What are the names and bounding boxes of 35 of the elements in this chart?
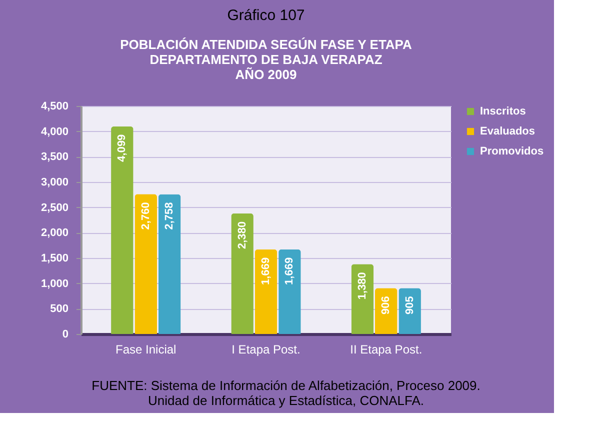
bar bbox=[134, 194, 158, 334]
data-label: 1,380 bbox=[356, 272, 368, 300]
bar bbox=[351, 264, 374, 334]
data-label: 2,758 bbox=[164, 202, 176, 230]
y-tick-label: 1,500 bbox=[40, 252, 68, 264]
y-tick-label: 0 bbox=[62, 328, 68, 340]
bar bbox=[254, 249, 278, 334]
data-label: 2,380 bbox=[236, 221, 248, 249]
chart-title: Gráfico 107 bbox=[227, 7, 305, 24]
y-tick-label: 3,000 bbox=[40, 176, 68, 188]
data-label: 1,669 bbox=[260, 257, 272, 285]
data-label: 905 bbox=[404, 296, 416, 315]
chart-subtitle: POBLACIÓN ATENDIDA SEGÚN FASE Y ETAPA DEPARTAMENTO DE BAJA VERAPAZ AÑO 2009 bbox=[120, 37, 413, 82]
x-tick-label: II Etapa Post. bbox=[350, 342, 422, 356]
y-tick-label: 4,000 bbox=[40, 126, 68, 138]
legend-label: Promovidos bbox=[480, 146, 544, 158]
y-tick-label: 500 bbox=[50, 303, 68, 316]
legend-label: Inscritos bbox=[480, 106, 526, 118]
data-label: 906 bbox=[380, 296, 392, 314]
x-tick-label: Fase Inicial bbox=[116, 342, 176, 356]
text: Unidad de Informática y Estadística, CONALFA. bbox=[148, 393, 424, 408]
y-tick-label: 3,500 bbox=[40, 151, 68, 164]
x-tick-label: I Etapa Post. bbox=[232, 342, 300, 356]
y-tick-label: 1,000 bbox=[40, 278, 68, 290]
source-note: FUENTE: Sistema de Información de Alfabetización, Proceso 2009. bbox=[92, 378, 480, 393]
data-label: 4,099 bbox=[116, 134, 128, 162]
y-tick-label: 4,500 bbox=[40, 100, 68, 112]
y-tick-label: 2,500 bbox=[40, 202, 68, 214]
bar bbox=[158, 194, 181, 334]
data-label: 2,760 bbox=[140, 202, 152, 230]
data-label: 1,669 bbox=[284, 257, 296, 285]
bar bbox=[111, 126, 134, 334]
bar bbox=[231, 213, 254, 334]
legend-label: Evaluados bbox=[480, 126, 536, 138]
y-tick-label: 2,000 bbox=[40, 227, 68, 240]
